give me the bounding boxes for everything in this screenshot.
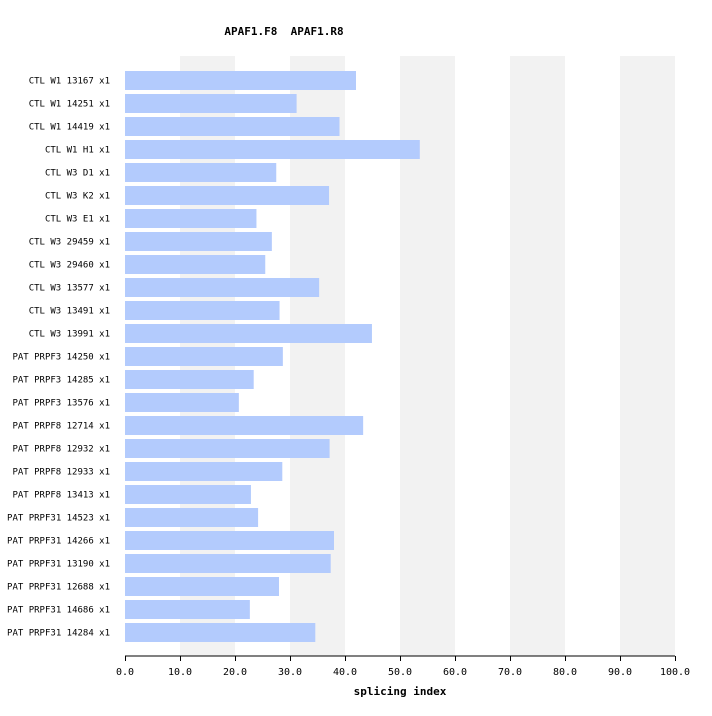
category-label: CTL W3 13491 x1 (29, 307, 110, 317)
category-label: PAT PRPF31 14266 x1 (7, 537, 110, 547)
category-label: PAT PRPF3 13576 x1 (12, 399, 110, 409)
bar (125, 324, 372, 343)
category-labels: CTL W1 13167 x1 CTL W1 14251 x1 CTL W1 144… (7, 77, 110, 639)
category-label: PAT PRPF8 13413 x1 (12, 491, 110, 501)
bar (125, 255, 266, 274)
category-label: CTL W1 14251 x1 (29, 100, 110, 110)
x-tick-label: 70.0 (498, 667, 522, 678)
bar (125, 209, 257, 228)
x-tick-label: 20.0 (223, 667, 247, 678)
x-tick-label: 80.0 (553, 667, 577, 678)
category-label: PAT PRPF8 12933 x1 (12, 468, 110, 478)
category-label: PAT PRPF31 14686 x1 (7, 606, 110, 616)
x-tick-label: 100.0 (660, 667, 690, 678)
grid-band (620, 56, 675, 656)
bar (125, 600, 250, 619)
category-label: CTL W1 14419 x1 (29, 123, 110, 133)
bar (125, 416, 364, 435)
bar (125, 186, 330, 205)
x-tick-label: 30.0 (278, 667, 302, 678)
category-label: CTL W3 E1 x1 (45, 215, 110, 225)
chart-title: APAF1.F8 APAF1.R8 (224, 25, 343, 38)
x-tick-label: 10.0 (168, 667, 192, 678)
bar (125, 94, 297, 113)
bar (125, 439, 330, 458)
x-axis-label: splicing index (354, 685, 447, 698)
category-label: PAT PRPF31 14523 x1 (7, 514, 110, 524)
category-label: CTL W3 D1 x1 (45, 169, 110, 179)
category-label: CTL W3 29459 x1 (29, 238, 110, 248)
category-label: CTL W1 13167 x1 (29, 77, 110, 87)
category-label: CTL W3 29460 x1 (29, 261, 110, 271)
bar (125, 554, 331, 573)
bar (125, 508, 259, 527)
bar (125, 232, 272, 251)
category-label: PAT PRPF31 12688 x1 (7, 583, 110, 593)
x-tick-label: 0.0 (116, 667, 134, 678)
category-label: PAT PRPF3 14285 x1 (12, 376, 110, 386)
x-axis: 0.0 10.0 20.0 30.0 40.0 50.0 60.0 70.0 80.0 90.0 1… (116, 655, 690, 678)
category-label: PAT PRPF3 14250 x1 (12, 353, 110, 363)
category-label: PAT PRPF8 12714 x1 (12, 422, 110, 432)
bar (125, 301, 280, 320)
category-label: CTL W3 K2 x1 (45, 192, 110, 202)
bar (125, 117, 340, 136)
bar (125, 623, 316, 642)
category-label: PAT PRPF31 14284 x1 (7, 629, 110, 639)
grid-band (510, 56, 565, 656)
bar (125, 140, 420, 159)
bar (125, 485, 251, 504)
x-tick-label: 50.0 (388, 667, 412, 678)
bar (125, 278, 320, 297)
bar (125, 462, 283, 481)
bars (125, 71, 420, 642)
bar (125, 393, 239, 412)
x-tick-label: 60.0 (443, 667, 467, 678)
bar (125, 531, 334, 550)
bar (125, 347, 283, 366)
bar (125, 163, 277, 182)
category-label: CTL W1 H1 x1 (45, 146, 110, 156)
category-label: CTL W3 13991 x1 (29, 330, 110, 340)
bar (125, 370, 254, 389)
category-label: PAT PRPF31 13190 x1 (7, 560, 110, 570)
x-tick-label: 40.0 (333, 667, 357, 678)
category-label: CTL W3 13577 x1 (29, 284, 110, 294)
category-label: PAT PRPF8 12932 x1 (12, 445, 110, 455)
bar (125, 577, 279, 596)
x-tick-label: 90.0 (608, 667, 632, 678)
bar (125, 71, 356, 90)
